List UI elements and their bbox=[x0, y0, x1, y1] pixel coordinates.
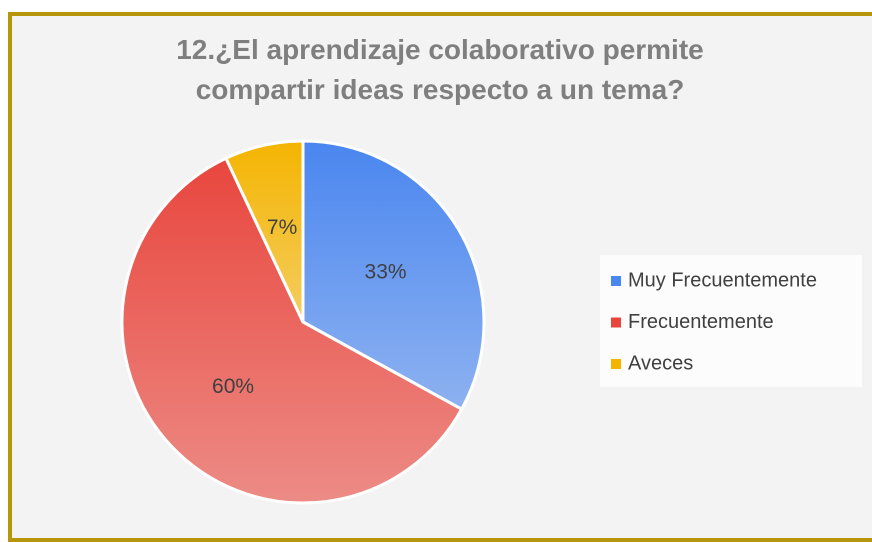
legend-swatch bbox=[611, 359, 621, 369]
data-label: 60% bbox=[212, 375, 254, 398]
page: 12.¿El aprendizaje colaborativo permite … bbox=[8, 12, 872, 542]
legend-swatch bbox=[611, 276, 621, 286]
data-label: 33% bbox=[365, 261, 407, 284]
pie-slice bbox=[120, 156, 464, 505]
legend-box bbox=[600, 255, 862, 387]
legend-swatch bbox=[611, 317, 621, 328]
pie-slice bbox=[301, 139, 486, 412]
chart-title: 12.¿El aprendizaje colaborativo permite … bbox=[176, 34, 704, 105]
legend-label: Aveces bbox=[628, 352, 693, 374]
legend-label: Frecuentemente bbox=[628, 311, 774, 333]
chart: 33% 60% 7% Muy Frecuentemente Frecuentemente… bbox=[120, 139, 862, 505]
data-label: 7% bbox=[267, 216, 297, 239]
pie-slice bbox=[223, 139, 305, 323]
legend-label: Muy Frecuentemente bbox=[628, 269, 817, 291]
